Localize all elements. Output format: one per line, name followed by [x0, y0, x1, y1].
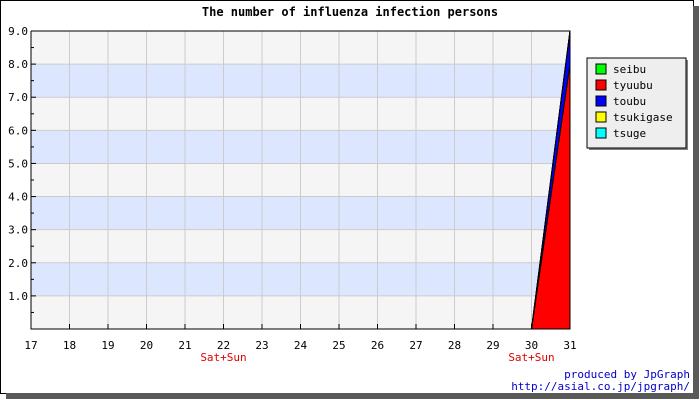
x-tick-label: 24 [294, 339, 308, 352]
legend-label-tsuge: tsuge [613, 127, 646, 140]
legend-label-tyuubu: tyuubu [613, 79, 653, 92]
credit-line-1[interactable]: produced by JpGraph [564, 368, 690, 381]
x-tick-label: 31 [563, 339, 576, 352]
x-tick-label: 30 [525, 339, 538, 352]
frame-shadow-right [693, 6, 699, 399]
legend-swatch-toubu [595, 95, 607, 107]
chart-title: The number of influenza infection person… [202, 5, 498, 19]
weekend-label: Sat+Sun [508, 351, 554, 364]
y-tick-label: 6.0 [8, 124, 28, 137]
credit-line-2[interactable]: http://asial.co.jp/jpgraph/ [511, 380, 690, 393]
weekend-label: Sat+Sun [200, 351, 246, 364]
x-tick-label: 17 [24, 339, 37, 352]
legend-swatch-tsukigase [595, 111, 607, 123]
y-tick-label: 5.0 [8, 157, 28, 170]
x-tick-label: 21 [178, 339, 191, 352]
y-tick-label: 1.0 [8, 290, 28, 303]
y-tick-label: 3.0 [8, 224, 28, 237]
x-tick-label: 23 [255, 339, 268, 352]
x-tick-label: 26 [371, 339, 384, 352]
y-tick-label: 7.0 [8, 91, 28, 104]
x-tick-label: 20 [140, 339, 153, 352]
x-tick-label: 28 [448, 339, 461, 352]
x-tick-label: 29 [486, 339, 499, 352]
legend-swatch-seibu [595, 63, 607, 75]
plot-axes: 1.0 2.0 3.0 4.0 5.0 6.0 7.0 8.0 9.0 17 18 19 20 21 22 2… [8, 25, 577, 364]
x-tick-label: 27 [409, 339, 422, 352]
y-tick-label: 8.0 [8, 58, 28, 71]
x-tick-label: 19 [101, 339, 114, 352]
legend-swatch-tsuge [595, 127, 607, 139]
y-tick-label: 4.0 [8, 191, 28, 204]
y-tick-label: 9.0 [8, 25, 28, 38]
legend: seibu tyuubu toubu tsukigase tsuge [586, 57, 688, 150]
legend-swatch-tyuubu [595, 79, 607, 91]
legend-label-tsukigase: tsukigase [613, 111, 673, 124]
legend-label-seibu: seibu [613, 63, 646, 76]
x-tick-label: 18 [63, 339, 76, 352]
x-tick-label: 25 [332, 339, 345, 352]
frame-shadow-bottom [6, 393, 699, 399]
y-tick-label: 2.0 [8, 257, 28, 270]
x-tick-label: 22 [217, 339, 230, 352]
legend-label-toubu: toubu [613, 95, 646, 108]
